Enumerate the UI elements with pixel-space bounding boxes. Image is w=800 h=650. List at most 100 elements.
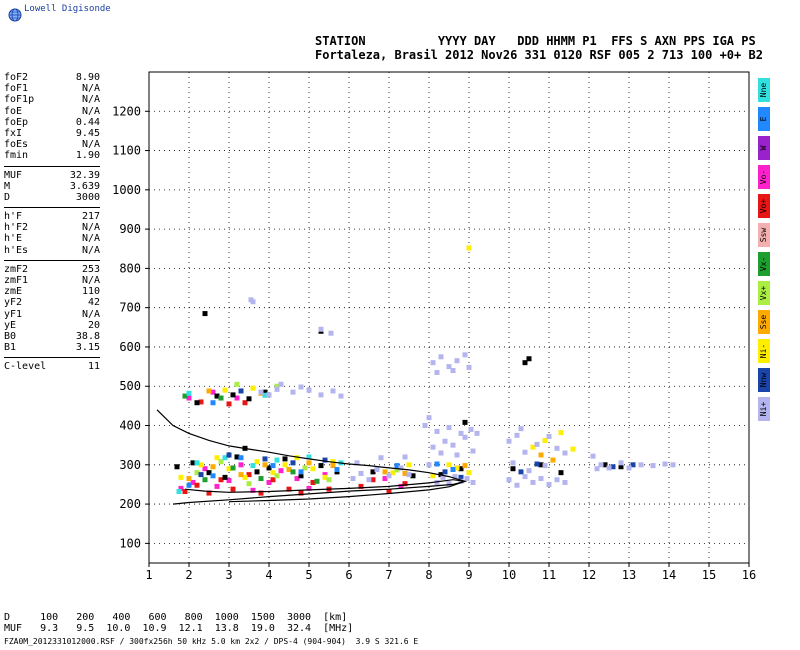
param-row: zmF1 N/A: [4, 275, 100, 286]
legend-item-w-2: W: [758, 136, 770, 160]
echo-point: [210, 389, 216, 395]
param-row: B0 38.8: [4, 331, 100, 342]
legend-label: W: [759, 145, 768, 151]
echo-point: [378, 455, 384, 461]
echo-point: [466, 364, 472, 370]
legend-item-vo-4: Vo+: [758, 194, 770, 218]
echo-point: [310, 466, 316, 472]
echo-point: [394, 467, 400, 473]
echo-point: [214, 455, 220, 461]
echo-point: [298, 384, 304, 390]
echo-point: [510, 466, 516, 472]
echo-point: [198, 472, 204, 478]
echo-point: [218, 459, 224, 465]
echo-point: [322, 472, 328, 478]
echo-point: [422, 423, 428, 429]
echo-point: [534, 441, 540, 447]
x-tick-label: 13: [622, 568, 636, 582]
x-tick-label: 9: [465, 568, 472, 582]
x-tick-label: 6: [345, 568, 352, 582]
echo-point: [538, 462, 544, 468]
echo-point: [186, 482, 192, 488]
echo-point: [446, 481, 452, 487]
echo-point: [462, 434, 468, 440]
echo-point: [190, 479, 196, 485]
echo-point: [306, 387, 312, 393]
echo-point: [406, 472, 412, 478]
param-value: N/A: [81, 244, 100, 256]
param-value: 217: [81, 211, 100, 223]
echo-point: [374, 467, 380, 473]
params-separator: [4, 207, 100, 209]
legend-label: Nne: [759, 82, 768, 98]
echo-point: [542, 437, 548, 443]
param-value: 11: [87, 361, 100, 373]
echo-point: [246, 396, 252, 402]
echo-point: [242, 400, 248, 406]
echo-point: [234, 395, 240, 401]
param-name: fmin: [4, 150, 29, 162]
legend-item-vo-3: Vo-: [758, 165, 770, 189]
echo-point: [426, 415, 432, 421]
echo-point: [462, 352, 468, 358]
param-row: C-level 11: [4, 361, 100, 372]
echo-point: [262, 462, 268, 468]
echo-point: [262, 389, 268, 395]
param-name: foEp: [4, 116, 29, 128]
echo-point: [266, 465, 272, 471]
param-name: zmF1: [4, 275, 29, 286]
legend-item-nne-0: Nne: [758, 78, 770, 102]
echo-point: [446, 462, 452, 468]
param-row: h'E N/A: [4, 233, 100, 244]
echo-point: [450, 467, 456, 473]
param-name: yE: [4, 319, 17, 331]
echo-point: [506, 477, 512, 483]
echo-point: [554, 477, 560, 483]
y-tick-label: 600: [119, 340, 141, 354]
echo-point: [458, 474, 464, 480]
legend-item-e-1: E: [758, 107, 770, 131]
echo-point: [538, 452, 544, 458]
echo-point: [318, 326, 324, 332]
param-row: M 3.639: [4, 181, 100, 192]
param-row: yF2 42: [4, 297, 100, 308]
echo-point: [430, 360, 436, 366]
y-tick-label: 1200: [112, 104, 141, 118]
echo-point: [434, 461, 440, 467]
echo-point: [214, 393, 220, 399]
params-separator: [4, 259, 100, 261]
echo-point: [206, 490, 212, 496]
echo-point: [322, 474, 328, 480]
param-name: zmE: [4, 286, 23, 298]
echo-point: [190, 460, 196, 466]
echo-point: [522, 474, 528, 480]
echo-point: [258, 476, 264, 482]
echo-point: [314, 478, 320, 484]
param-name: B0: [4, 330, 17, 342]
echo-point: [370, 477, 376, 483]
echo-point: [630, 462, 636, 468]
echo-point: [338, 393, 344, 399]
param-row: zmE 110: [4, 286, 100, 297]
echo-point: [442, 469, 448, 475]
echo-point: [426, 462, 432, 468]
param-row: h'F2 N/A: [4, 222, 100, 233]
echo-point: [506, 438, 512, 444]
param-row: h'Es N/A: [4, 245, 100, 256]
echo-point: [222, 474, 228, 480]
echo-point: [262, 456, 268, 462]
legend-label: Vo-: [759, 169, 768, 185]
echo-point: [214, 483, 220, 489]
legend-label: Vx-: [759, 256, 768, 272]
x-tick-label: 3: [225, 568, 232, 582]
param-value: 9.45: [75, 127, 100, 139]
echo-point: [470, 448, 476, 454]
echo-point: [176, 489, 182, 495]
param-row: fxI 9.45: [4, 128, 100, 139]
echo-point: [590, 453, 596, 459]
param-value: N/A: [81, 105, 100, 117]
echo-point: [230, 392, 236, 398]
echo-point: [402, 470, 408, 476]
echo-point: [394, 463, 400, 469]
